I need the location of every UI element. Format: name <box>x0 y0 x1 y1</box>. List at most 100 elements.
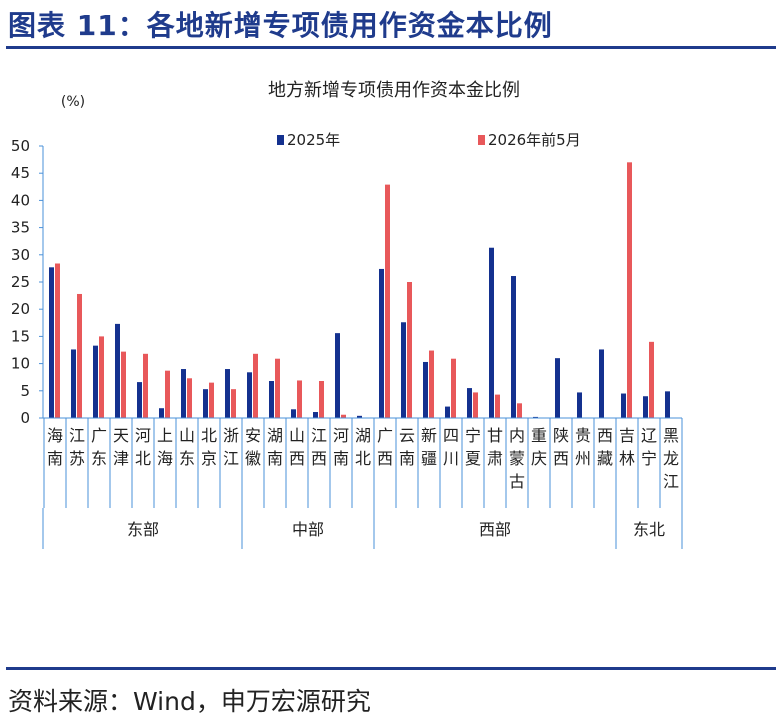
x-category-label: 吉林 <box>619 426 635 468</box>
bar-2025-河北 <box>137 382 142 418</box>
y-tick-label: 10 <box>11 355 30 373</box>
x-category-label: 江西 <box>311 426 327 468</box>
bar-2026-湖南 <box>275 358 280 418</box>
bar-2025-河南 <box>335 333 340 418</box>
x-category-label: 江苏 <box>69 426 85 468</box>
x-category-label: 新疆 <box>421 426 437 468</box>
x-category-label: 河北 <box>135 426 151 468</box>
x-category-label: 四川 <box>443 426 459 468</box>
footer-divider <box>6 667 776 670</box>
y-tick-label: 5 <box>20 382 30 400</box>
x-category-label: 湖南 <box>267 426 283 468</box>
bar-2025-宁夏 <box>467 388 472 418</box>
bar-2025-重庆 <box>533 416 538 418</box>
x-category-label: 天津 <box>113 426 129 468</box>
bar-2025-北京 <box>203 389 208 418</box>
bar-2026-安徽 <box>253 353 258 418</box>
chart-title: 地方新增专项债用作资本金比例 <box>268 80 520 101</box>
title-divider <box>6 46 776 49</box>
x-category-label: 内蒙古 <box>509 426 525 491</box>
x-category-labels: 海南江苏广东天津河北上海山东北京浙江安徽湖南山西江西河南湖北广西云南新疆四川宁夏… <box>47 426 679 491</box>
bar-2025-甘肃 <box>489 247 494 418</box>
x-category-label: 云南 <box>399 426 415 468</box>
x-category-label: 西藏 <box>597 426 613 468</box>
bar-2025-湖北 <box>357 415 362 418</box>
bar-2026-新疆 <box>429 350 434 418</box>
x-category-label: 黑龙江 <box>663 426 679 491</box>
bar-2025-西藏 <box>599 349 604 418</box>
y-axis-unit-label: (%) <box>61 94 85 110</box>
x-category-label: 重庆 <box>531 426 547 468</box>
bar-2025-海南 <box>49 267 54 418</box>
bar-2026-浙江 <box>231 389 236 418</box>
x-category-label: 宁夏 <box>465 426 481 468</box>
x-category-label: 山西 <box>289 426 305 468</box>
bar-2025-山西 <box>291 409 296 418</box>
bar-series <box>49 162 670 418</box>
bar-2026-上海 <box>165 370 170 418</box>
y-tick-label: 40 <box>11 191 30 209</box>
y-tick-label: 25 <box>11 273 30 291</box>
bar-2026-天津 <box>121 351 126 418</box>
x-category-label: 甘肃 <box>487 426 503 468</box>
x-axis <box>43 417 683 508</box>
y-axis: 0 5 10 15 20 25 30 35 40 45 50 <box>11 137 44 427</box>
bar-2025-吉林 <box>621 393 626 418</box>
bar-2025-贵州 <box>577 392 582 418</box>
bar-chart: 地方新增专项债用作资本金比例 (%) 2025年 2026年前5月 0 5 10 15… <box>11 80 683 549</box>
x-category-label: 上海 <box>157 426 173 468</box>
bar-2025-广东 <box>93 345 98 418</box>
bar-2025-陕西 <box>555 358 560 418</box>
group-label-东部: 东部 <box>127 520 159 539</box>
bar-2026-河北 <box>143 353 148 418</box>
group-label-东北: 东北 <box>633 520 665 539</box>
bar-2025-四川 <box>445 406 450 418</box>
bar-2026-江苏 <box>77 293 82 418</box>
x-category-label: 海南 <box>47 426 63 468</box>
legend: 2025年 2026年前5月 <box>277 131 581 149</box>
bar-2025-江苏 <box>71 349 76 418</box>
bar-2025-黑龙江 <box>665 391 670 418</box>
region-group-labels: 东部 中部 西部 东北 <box>42 508 683 549</box>
bar-2025-内蒙古 <box>511 276 516 418</box>
bar-2026-海南 <box>55 263 60 418</box>
x-category-label: 浙江 <box>223 426 239 468</box>
bar-2025-浙江 <box>225 369 230 418</box>
x-category-label: 河南 <box>333 426 349 468</box>
bar-2026-甘肃 <box>495 394 500 418</box>
bar-2025-广西 <box>379 268 384 418</box>
y-tick-label: 30 <box>11 246 30 264</box>
bar-2025-云南 <box>401 322 406 418</box>
bar-2025-上海 <box>159 408 164 418</box>
legend-swatch-2026 <box>478 135 485 145</box>
bar-2025-湖南 <box>269 381 274 418</box>
bar-2025-辽宁 <box>643 396 648 418</box>
bar-2026-北京 <box>209 382 214 418</box>
x-category-label: 辽宁 <box>641 426 657 468</box>
bar-2026-江西 <box>319 381 324 418</box>
bar-2026-河南 <box>341 414 346 418</box>
source-note: 资料来源：Wind，申万宏源研究 <box>8 687 371 716</box>
x-category-label: 北京 <box>201 426 217 468</box>
group-label-西部: 西部 <box>479 520 511 539</box>
bar-2026-云南 <box>407 282 412 418</box>
bar-2025-山东 <box>181 369 186 418</box>
bar-2026-吉林 <box>627 162 632 418</box>
bar-2026-辽宁 <box>649 341 654 418</box>
bar-2026-山西 <box>297 380 302 418</box>
legend-label-2025: 2025年 <box>287 131 340 149</box>
x-category-label: 山东 <box>179 426 195 468</box>
bar-2026-宁夏 <box>473 392 478 418</box>
x-category-label: 贵州 <box>575 426 591 468</box>
legend-label-2026: 2026年前5月 <box>488 131 581 149</box>
bar-2026-内蒙古 <box>517 403 522 418</box>
bar-2026-广东 <box>99 336 104 418</box>
y-tick-label: 35 <box>11 219 30 237</box>
y-tick-label: 45 <box>11 164 30 182</box>
y-tick-label: 15 <box>11 327 30 345</box>
y-tick-label: 50 <box>11 137 30 155</box>
bar-2025-天津 <box>115 323 120 418</box>
y-tick-label: 0 <box>20 409 30 427</box>
figure-title: 图表 11：各地新增专项债用作资金本比例 <box>8 9 553 42</box>
bar-2025-新疆 <box>423 361 428 418</box>
